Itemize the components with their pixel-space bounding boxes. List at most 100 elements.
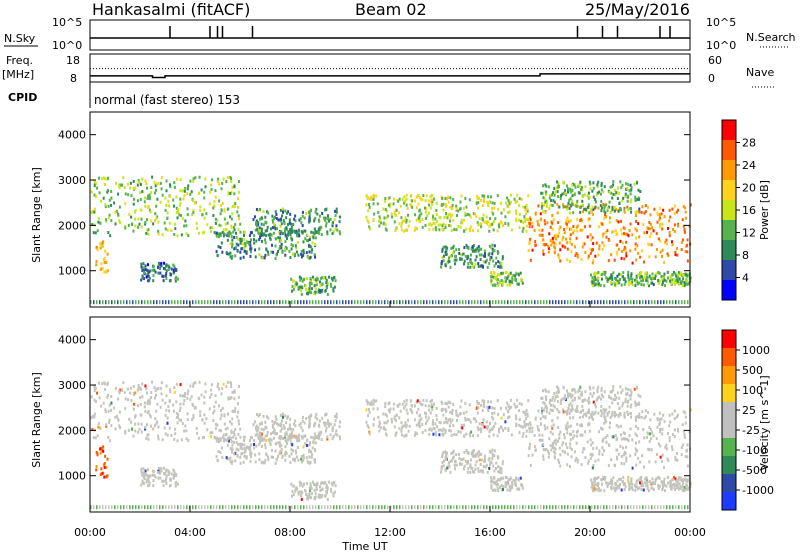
power-cell: [183, 300, 185, 305]
velocity-cell: [601, 452, 604, 456]
power-cell: [471, 245, 474, 249]
power-cell: [675, 300, 677, 305]
velocity-cell: [405, 408, 408, 412]
velocity-cell: [623, 413, 626, 417]
power-cell: [414, 226, 417, 230]
power-cell: [179, 197, 182, 201]
power-cell: [244, 242, 247, 246]
velocity-cell: [547, 451, 550, 455]
velocity-cell: [499, 470, 502, 474]
velocity-cell: [557, 439, 560, 443]
power-cell: [273, 222, 276, 226]
power-cell: [621, 199, 624, 203]
velocity-cell: [651, 477, 654, 481]
power-cell: [168, 279, 171, 283]
power-cell: [137, 181, 140, 185]
power-cell: [306, 300, 308, 305]
power-cell: [292, 252, 295, 256]
velocity-cell: [154, 396, 157, 400]
power-cell: [244, 244, 247, 248]
velocity-cell: [552, 396, 555, 400]
power-cell: [433, 221, 436, 225]
power-cell: [234, 223, 237, 227]
velocity-cell: [596, 484, 599, 488]
power-cell: [232, 230, 235, 234]
power-cell: [400, 216, 403, 220]
power-cell: [200, 188, 203, 192]
velocity-cell: [603, 489, 606, 493]
velocity-cell: [221, 406, 224, 410]
velocity-cell: [124, 429, 127, 433]
velocity-cell: [441, 401, 444, 405]
velocity-cell: [461, 426, 464, 430]
power-cell: [144, 222, 147, 226]
power-cell: [557, 195, 560, 199]
velocity-cell: [279, 449, 282, 453]
power-cell: [579, 187, 582, 191]
power-cell: [630, 188, 633, 192]
power-cell: [633, 182, 636, 186]
power-cell: [165, 203, 168, 207]
power-cell: [576, 217, 579, 221]
velocity-cell: [663, 465, 666, 469]
velocity-cell: [541, 396, 544, 400]
velocity-cell: [315, 486, 318, 490]
power-cell: [630, 210, 633, 214]
power-cell: [617, 279, 620, 283]
power-cell: [248, 234, 251, 238]
velocity-cell: [424, 415, 427, 419]
power-cell: [318, 290, 321, 294]
power-cell: [324, 208, 327, 212]
velocity-cell: [154, 417, 157, 421]
velocity-cell: [557, 426, 560, 430]
velocity-cell: [598, 430, 601, 434]
velocity-cell: [431, 422, 434, 426]
velocity-cell: [120, 505, 122, 510]
power-cell: [624, 300, 626, 305]
power-cell: [610, 274, 613, 278]
velocity-cell: [681, 443, 684, 447]
velocity-cell: [106, 395, 109, 399]
power-cell: [300, 285, 303, 289]
velocity-cell: [213, 505, 215, 510]
power-cell: [284, 253, 287, 257]
power-cell: [210, 178, 213, 182]
velocity-cell: [556, 416, 559, 420]
velocity-cell: [617, 414, 620, 418]
power-cell: [469, 229, 472, 233]
power-cell: [442, 254, 445, 258]
power-cell: [307, 256, 310, 260]
velocity-cell: [180, 418, 183, 422]
velocity-cell: [663, 489, 666, 493]
power-cell: [284, 230, 287, 234]
power-cell: [638, 235, 641, 239]
power-cell: [598, 190, 601, 194]
power-cell: [570, 300, 572, 305]
velocity-cell: [385, 414, 388, 418]
velocity-cell: [459, 412, 462, 416]
power-cell: [397, 199, 400, 203]
power-cell: [465, 205, 468, 209]
power-cell: [489, 223, 492, 227]
velocity-cell: [604, 436, 607, 440]
velocity-cell: [301, 419, 304, 423]
velocity-cell: [323, 421, 326, 425]
velocity-cell: [249, 505, 251, 510]
velocity-cell: [610, 479, 613, 483]
velocity-cell: [212, 419, 215, 423]
power-cell: [474, 262, 477, 266]
velocity-cell: [604, 418, 607, 422]
power-cell: [321, 211, 324, 215]
power-cell: [616, 279, 619, 283]
velocity-cell: [233, 433, 236, 437]
power-cell: [637, 222, 640, 226]
velocity-cell: [226, 426, 229, 430]
velocity-cell: [489, 428, 492, 432]
velocity-cell: [407, 429, 410, 433]
velocity-cell: [300, 494, 303, 498]
power-cell: [235, 242, 238, 246]
power-cell: [601, 222, 604, 226]
power-cell: [654, 274, 657, 278]
velocity-cell: [655, 437, 658, 441]
power-cell: [590, 273, 593, 277]
